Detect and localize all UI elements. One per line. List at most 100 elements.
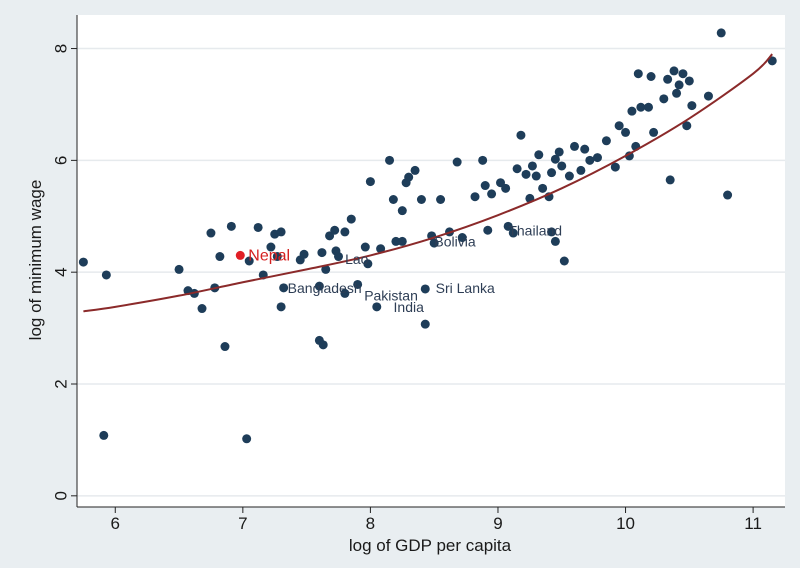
scatter-point [516,130,526,140]
fit-curve [83,53,773,313]
scatter-point [346,214,356,224]
point-label: Lao [345,251,369,267]
scatter-point [340,288,350,298]
point-label: Bolivia [434,233,475,249]
scatter-point [550,236,560,246]
x-tick-label: 10 [616,514,635,533]
scatter-point [397,206,407,216]
scatter-point [478,155,488,165]
scatter-point [687,101,697,111]
scatter-point [226,221,236,231]
highlight-point-nepal [235,250,245,260]
point-label: India [394,299,425,315]
scatter-point [314,281,324,291]
point-label: Sri Lanka [436,280,495,296]
scatter-point [501,183,511,193]
scatter-point [636,102,646,112]
scatter-point [279,283,289,293]
y-tick-label: 6 [52,156,71,165]
scatter-point [716,28,726,38]
scatter-point [376,244,386,254]
scatter-point [665,175,675,185]
scatter-point [340,227,350,237]
y-tick-label: 0 [52,491,71,500]
scatter-point [318,340,328,350]
scatter-point [101,270,111,280]
scatter-point [627,106,637,116]
scatter-point [557,161,567,171]
scatter-point [410,165,420,175]
scatter-point [767,56,777,66]
scatter-point [215,252,225,262]
scatter-points [78,28,777,444]
y-tick-label: 4 [52,267,71,276]
point-label: Bangladesh [288,280,362,296]
x-axis-title: log of GDP per capita [349,536,512,555]
scatter-point [672,88,682,98]
axes: 0 2 4 6 8 6 7 8 9 10 11 [52,15,785,533]
scatter-point [174,264,184,274]
y-tick-label: 8 [52,44,71,53]
scatter-point [397,236,407,246]
scatter-point [723,190,733,200]
point-label: Thailand [508,222,562,238]
scatter-point [649,127,659,137]
scatter-point [78,257,88,267]
scatter-point [470,192,480,202]
scatter-point [503,221,513,231]
scatter-point [363,259,373,269]
scatter-point [682,121,692,131]
scatter-point [385,155,395,165]
gridlines [77,47,785,497]
scatter-point [321,264,331,274]
scatter-point [684,76,694,86]
scatter-point [391,236,401,246]
scatter-point [272,252,282,262]
scatter-point [508,228,518,238]
scatter-point [521,169,531,179]
scatter-point [244,256,254,266]
scatter-point [610,162,620,172]
scatter-point [220,342,230,352]
scatter-point [299,249,309,259]
scatter-point [334,252,344,262]
scatter-point [276,227,286,237]
scatter-point [480,181,490,191]
scatter-point [365,177,375,187]
x-tick-label: 11 [744,514,762,533]
scatter-point [678,69,688,79]
scatter-point [416,195,426,204]
scatter-point [436,195,446,204]
scatter-point [570,141,580,151]
scatter-point [388,195,398,204]
scatter-point [420,319,430,329]
scatter-point [372,302,382,312]
scatter-point [197,304,207,314]
scatter-point [538,183,548,193]
scatter-point [554,147,564,157]
scatter-point [429,238,439,248]
scatter-point [564,171,574,181]
scatter-point [550,154,560,164]
scatter-point [452,157,462,167]
y-tick-label: 2 [52,379,71,388]
scatter-point [633,69,643,79]
x-tick-label: 8 [366,514,375,533]
scatter-point [487,189,497,199]
scatter-point [317,248,327,258]
x-tick-label: 6 [111,514,120,533]
scatter-point [646,72,656,81]
scatter-point [576,165,586,175]
scatter-point [592,153,602,163]
highlight-label-nepal: Nepal [248,247,290,264]
x-tick-label: 9 [493,514,502,533]
scatter-point [614,121,624,131]
scatter-point [531,171,541,181]
scatter-point [99,430,109,440]
scatter-point [242,434,252,444]
scatter-point [483,225,493,235]
x-tick-label: 7 [238,514,247,533]
scatter-point [266,242,276,252]
